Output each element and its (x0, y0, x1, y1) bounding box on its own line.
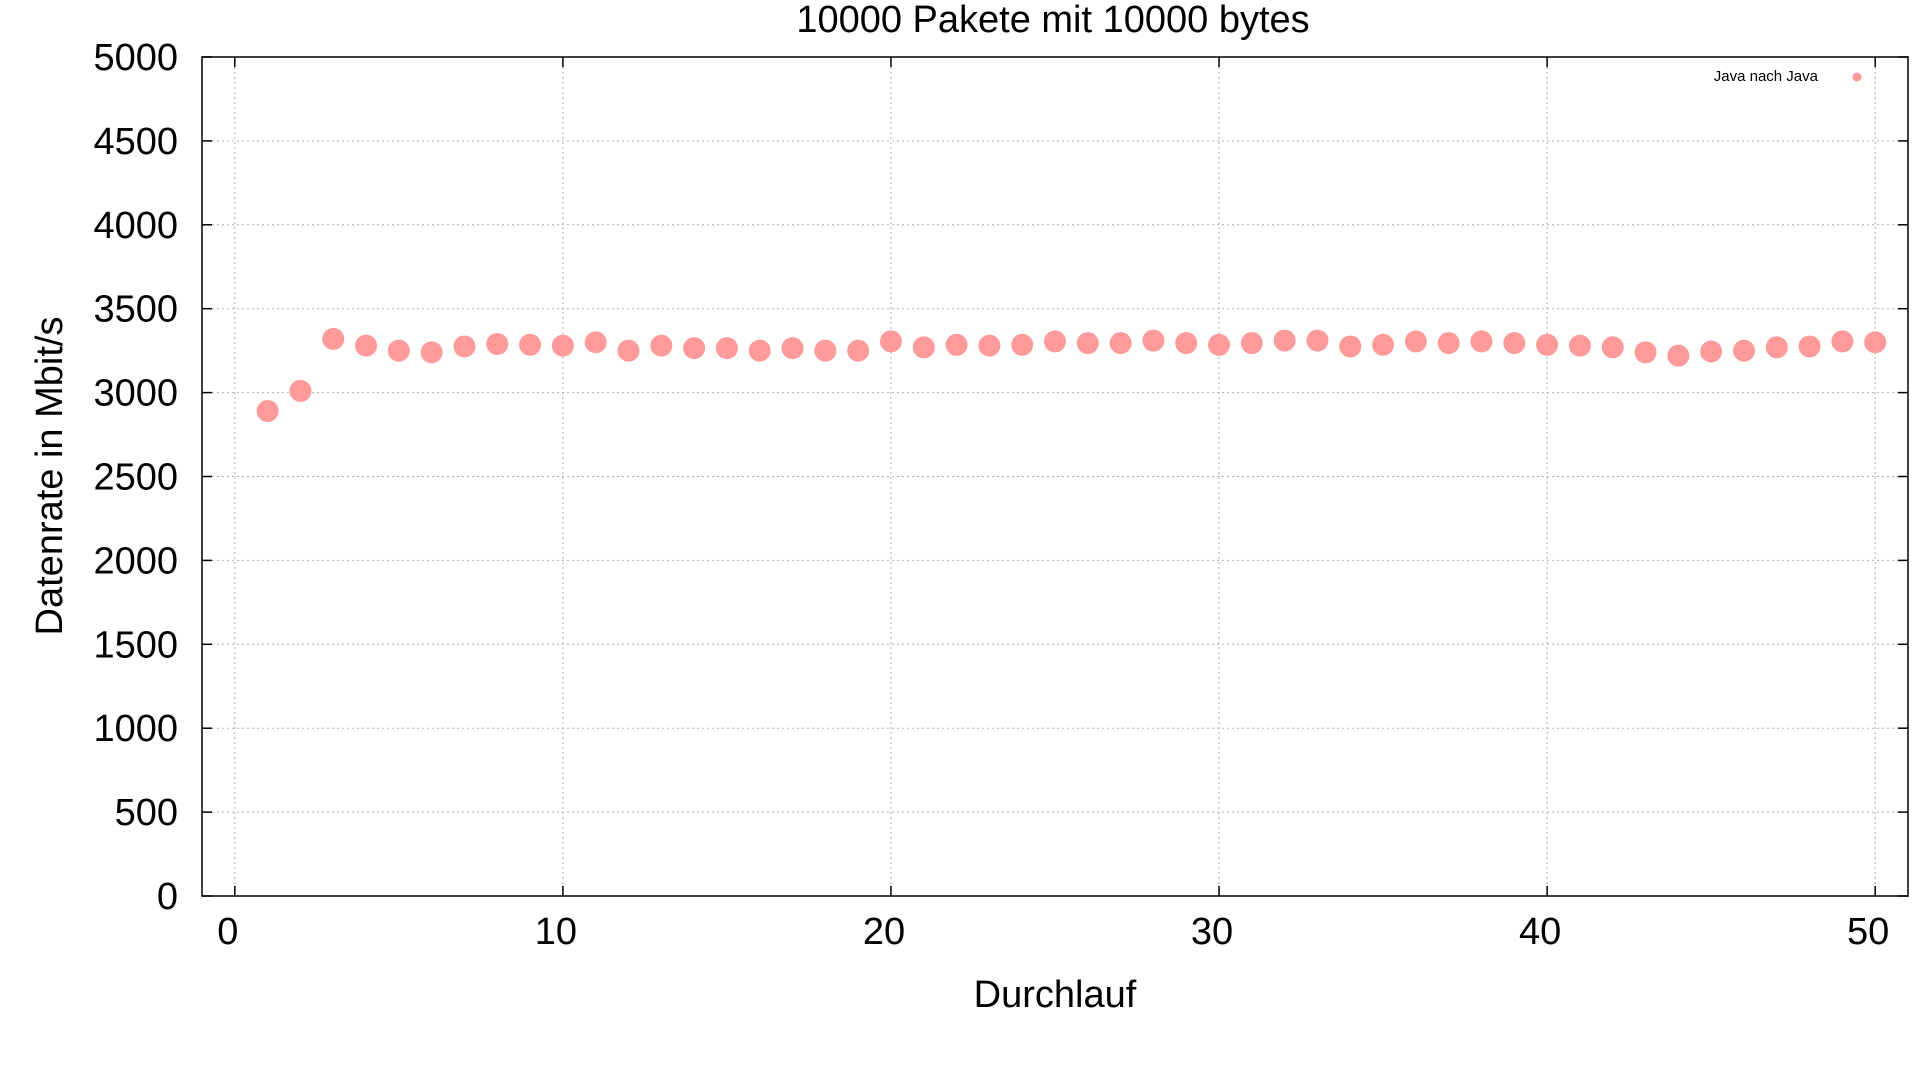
grid (202, 57, 1908, 896)
data-point (1568, 334, 1591, 357)
data-point (519, 333, 542, 356)
data-point (584, 331, 607, 354)
y-tick-label: 2500 (93, 457, 178, 499)
axis-ticks: 0500100015002000250030003500400045005000… (93, 37, 1908, 953)
data-point (814, 339, 837, 362)
data-point (912, 336, 935, 359)
data-point (879, 330, 902, 353)
data-point (1864, 331, 1887, 354)
data-point (715, 337, 738, 360)
data-point (1076, 332, 1099, 355)
data-point (617, 339, 640, 362)
data-point (1306, 329, 1329, 352)
data-point (1536, 333, 1559, 356)
data-point (650, 334, 673, 357)
data-point (486, 332, 509, 355)
data-point (1011, 333, 1034, 356)
legend-marker (1852, 72, 1862, 82)
y-tick-label: 5000 (93, 37, 178, 79)
data-point (748, 339, 771, 362)
data-point (781, 337, 804, 360)
data-point (387, 339, 410, 362)
data-point (1372, 333, 1395, 356)
y-tick-label: 500 (115, 792, 178, 834)
y-axis-label: Datenrate in Mbit/s (29, 317, 71, 636)
data-point (1503, 332, 1526, 355)
data-point (1732, 339, 1755, 362)
data-point (1634, 341, 1657, 364)
y-tick-label: 2000 (93, 540, 178, 582)
data-point (551, 334, 574, 357)
y-tick-label: 0 (157, 876, 178, 918)
data-point (1831, 330, 1854, 353)
chart-title: 10000 Pakete mit 10000 bytes (796, 0, 1309, 41)
data-point (322, 327, 345, 350)
data-point (1765, 336, 1788, 359)
data-point (256, 400, 279, 423)
data-point (1208, 333, 1231, 356)
data-point (289, 379, 312, 402)
y-tick-label: 3000 (93, 373, 178, 415)
x-tick-label: 0 (217, 911, 238, 953)
data-point (1700, 340, 1723, 363)
x-axis-label: Durchlauf (974, 974, 1137, 1016)
x-tick-label: 20 (863, 911, 905, 953)
data-points (256, 327, 1887, 423)
data-point (1109, 332, 1132, 355)
legend: Java nach Java (1714, 68, 1862, 85)
data-point (1240, 332, 1263, 355)
data-point (945, 333, 968, 356)
x-tick-label: 10 (535, 911, 577, 953)
data-point (420, 341, 443, 364)
data-point (1798, 335, 1821, 358)
y-tick-label: 3500 (93, 289, 178, 331)
data-point (1601, 336, 1624, 359)
x-tick-label: 50 (1847, 911, 1889, 953)
data-point (1470, 330, 1493, 353)
data-point (1667, 344, 1690, 367)
data-point (355, 334, 378, 357)
data-point (1404, 330, 1427, 353)
legend-label: Java nach Java (1714, 68, 1819, 85)
data-point (1044, 330, 1066, 353)
data-point (1437, 332, 1460, 355)
x-tick-label: 30 (1191, 911, 1233, 953)
data-point (453, 335, 476, 358)
y-tick-label: 4000 (93, 205, 178, 247)
data-point (683, 337, 706, 360)
y-tick-label: 1000 (93, 708, 178, 750)
data-point (847, 339, 870, 362)
plot-frame (201, 56, 1909, 897)
y-tick-label: 4500 (93, 121, 178, 163)
y-tick-label: 1500 (93, 624, 178, 666)
data-point (1142, 329, 1165, 352)
data-point (1339, 335, 1362, 358)
data-point (1273, 329, 1296, 352)
data-point (978, 334, 1001, 357)
data-point (1175, 332, 1198, 355)
x-tick-label: 40 (1519, 911, 1561, 953)
